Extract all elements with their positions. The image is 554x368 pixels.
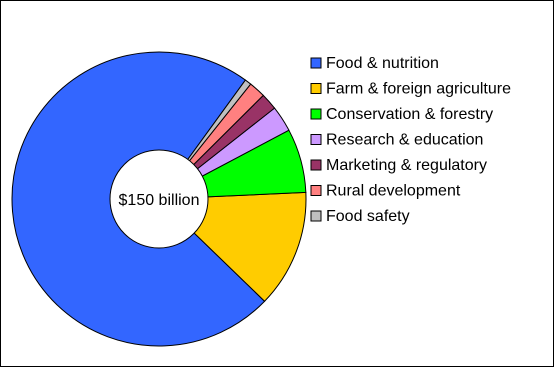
donut-hole [109, 149, 209, 249]
center-label: $150 billion [119, 192, 200, 209]
legend-item-food-and-nutrition: Food & nutrition [310, 55, 439, 72]
legend-label: Rural development [326, 183, 461, 200]
legend-item-rural-development: Rural development [310, 183, 461, 200]
legend-swatch [310, 210, 322, 222]
legend-item-research-and-education: Research & education [310, 132, 483, 149]
legend-label: Farm & foreign agriculture [326, 81, 511, 98]
legend-label: Conservation & forestry [326, 106, 493, 123]
legend-swatch [310, 57, 322, 69]
legend-item-marketing-and-regulatory: Marketing & regulatory [310, 157, 487, 174]
legend-label: Food safety [326, 208, 410, 225]
legend-swatch [310, 185, 322, 196]
legend-item-farm-and-foreign-agriculture: Farm & foreign agriculture [310, 81, 511, 98]
legend-label: Marketing & regulatory [326, 157, 487, 174]
legend-swatch [310, 159, 322, 171]
legend-swatch [310, 83, 322, 94]
legend-item-food-safety: Food safety [310, 208, 410, 225]
legend-swatch [310, 134, 322, 145]
legend-label: Food & nutrition [326, 55, 439, 72]
legend-swatch [310, 108, 322, 120]
legend: Food & nutrition Farm & foreign agricultu… [310, 55, 511, 225]
legend-item-conservation-and-forestry: Conservation & forestry [310, 106, 493, 123]
legend-label: Research & education [326, 132, 483, 149]
